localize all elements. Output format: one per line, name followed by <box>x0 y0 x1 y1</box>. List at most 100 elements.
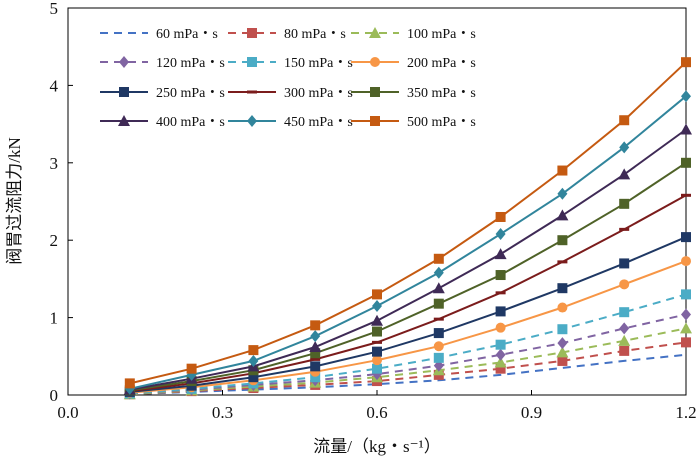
data-point <box>681 157 691 168</box>
data-point <box>432 282 445 294</box>
data-point <box>372 289 382 300</box>
data-point <box>372 346 382 357</box>
data-point <box>619 141 630 154</box>
data-point <box>619 198 630 209</box>
legend-label: 250 mPa・s <box>156 86 225 101</box>
series-line <box>129 260 687 394</box>
x-tick-label: 0.6 <box>366 403 387 422</box>
data-point <box>124 378 135 389</box>
series-line <box>129 327 687 396</box>
legend-label: 300 mPa・s <box>284 86 353 101</box>
legend-label: 500 mPa・s <box>407 115 476 130</box>
legend-label: 60 mPa・s <box>156 27 218 42</box>
legend-label: 80 mPa・s <box>284 27 346 42</box>
x-tick-label: 0.9 <box>521 403 542 422</box>
y-tick-label: 4 <box>50 76 59 95</box>
data-point <box>681 256 691 267</box>
data-point <box>556 209 569 221</box>
x-tick-label: 0.3 <box>212 403 233 422</box>
data-point <box>433 298 444 309</box>
legend-item: 350 mPa・s <box>351 86 476 101</box>
series-6 <box>124 232 691 397</box>
series-line <box>129 313 687 395</box>
data-point <box>433 266 444 279</box>
data-point <box>495 228 506 241</box>
legend-marker <box>118 115 130 126</box>
data-point <box>371 314 383 326</box>
data-point <box>433 253 444 264</box>
legend-item: 450 mPa・s <box>228 115 353 130</box>
data-point <box>681 308 691 321</box>
data-point <box>681 57 691 68</box>
x-tick-label: 0.0 <box>57 403 78 422</box>
data-point <box>248 372 259 383</box>
legend-marker <box>247 57 257 67</box>
data-point <box>495 291 506 295</box>
data-point <box>495 306 506 317</box>
legend-marker <box>119 56 129 68</box>
data-point <box>557 283 568 294</box>
data-point <box>495 211 506 222</box>
y-tick-label: 2 <box>50 231 59 250</box>
x-axis-title: 流量/（kg・s⁻¹） <box>313 437 440 456</box>
data-point <box>310 357 321 361</box>
legend-marker <box>247 90 257 94</box>
legend-marker <box>247 115 257 127</box>
legend-marker <box>370 57 380 67</box>
y-tick-label: 5 <box>50 0 59 18</box>
data-point <box>681 90 691 103</box>
data-point <box>495 339 506 350</box>
legend-label: 200 mPa・s <box>407 56 476 71</box>
data-point <box>557 337 568 350</box>
data-point <box>681 337 691 348</box>
legend-item: 250 mPa・s <box>100 86 225 101</box>
legend-item: 300 mPa・s <box>228 86 353 101</box>
data-point <box>619 279 630 290</box>
data-point <box>557 355 568 366</box>
data-point <box>618 168 631 180</box>
data-point <box>557 165 568 176</box>
series-line <box>129 293 687 395</box>
y-tick-label: 3 <box>50 154 59 173</box>
data-point <box>372 355 382 366</box>
series-line <box>129 341 687 396</box>
legend-item: 100 mPa・s <box>351 27 476 42</box>
legend: 60 mPa・s 80 mPa・s 100 mPa・s 120 mPa・s 150 mP… <box>100 27 476 130</box>
legend-item: 80 mPa・s <box>228 27 346 42</box>
data-point <box>433 352 444 363</box>
data-point <box>557 260 568 264</box>
series-line <box>129 128 687 391</box>
data-point <box>494 248 507 260</box>
legend-marker <box>370 116 380 126</box>
series-line <box>129 161 687 392</box>
data-point <box>310 372 321 383</box>
legend-label: 350 mPa・s <box>407 86 476 101</box>
legend-item: 60 mPa・s <box>100 27 218 42</box>
data-point <box>495 363 506 374</box>
data-point <box>309 341 322 353</box>
data-point <box>619 258 630 269</box>
data-point <box>681 289 691 300</box>
series-line <box>129 95 687 390</box>
data-point <box>494 356 507 368</box>
y-tick-label: 0 <box>50 386 59 405</box>
data-point <box>433 341 444 352</box>
data-point <box>495 270 506 281</box>
data-point <box>557 324 568 335</box>
legend-label: 450 mPa・s <box>284 115 353 130</box>
legend-item: 500 mPa・s <box>351 115 476 130</box>
data-point <box>433 317 444 321</box>
data-point <box>310 320 321 331</box>
data-point <box>680 322 692 334</box>
data-point <box>495 348 506 361</box>
legend-item: 200 mPa・s <box>351 56 476 71</box>
data-point <box>681 232 691 243</box>
series-0 <box>129 353 687 396</box>
legend-item: 120 mPa・s <box>100 56 225 71</box>
series-line <box>129 353 687 396</box>
legend-marker <box>247 28 257 38</box>
legend-label: 120 mPa・s <box>156 56 225 71</box>
data-point <box>372 326 382 337</box>
data-point <box>372 363 382 374</box>
